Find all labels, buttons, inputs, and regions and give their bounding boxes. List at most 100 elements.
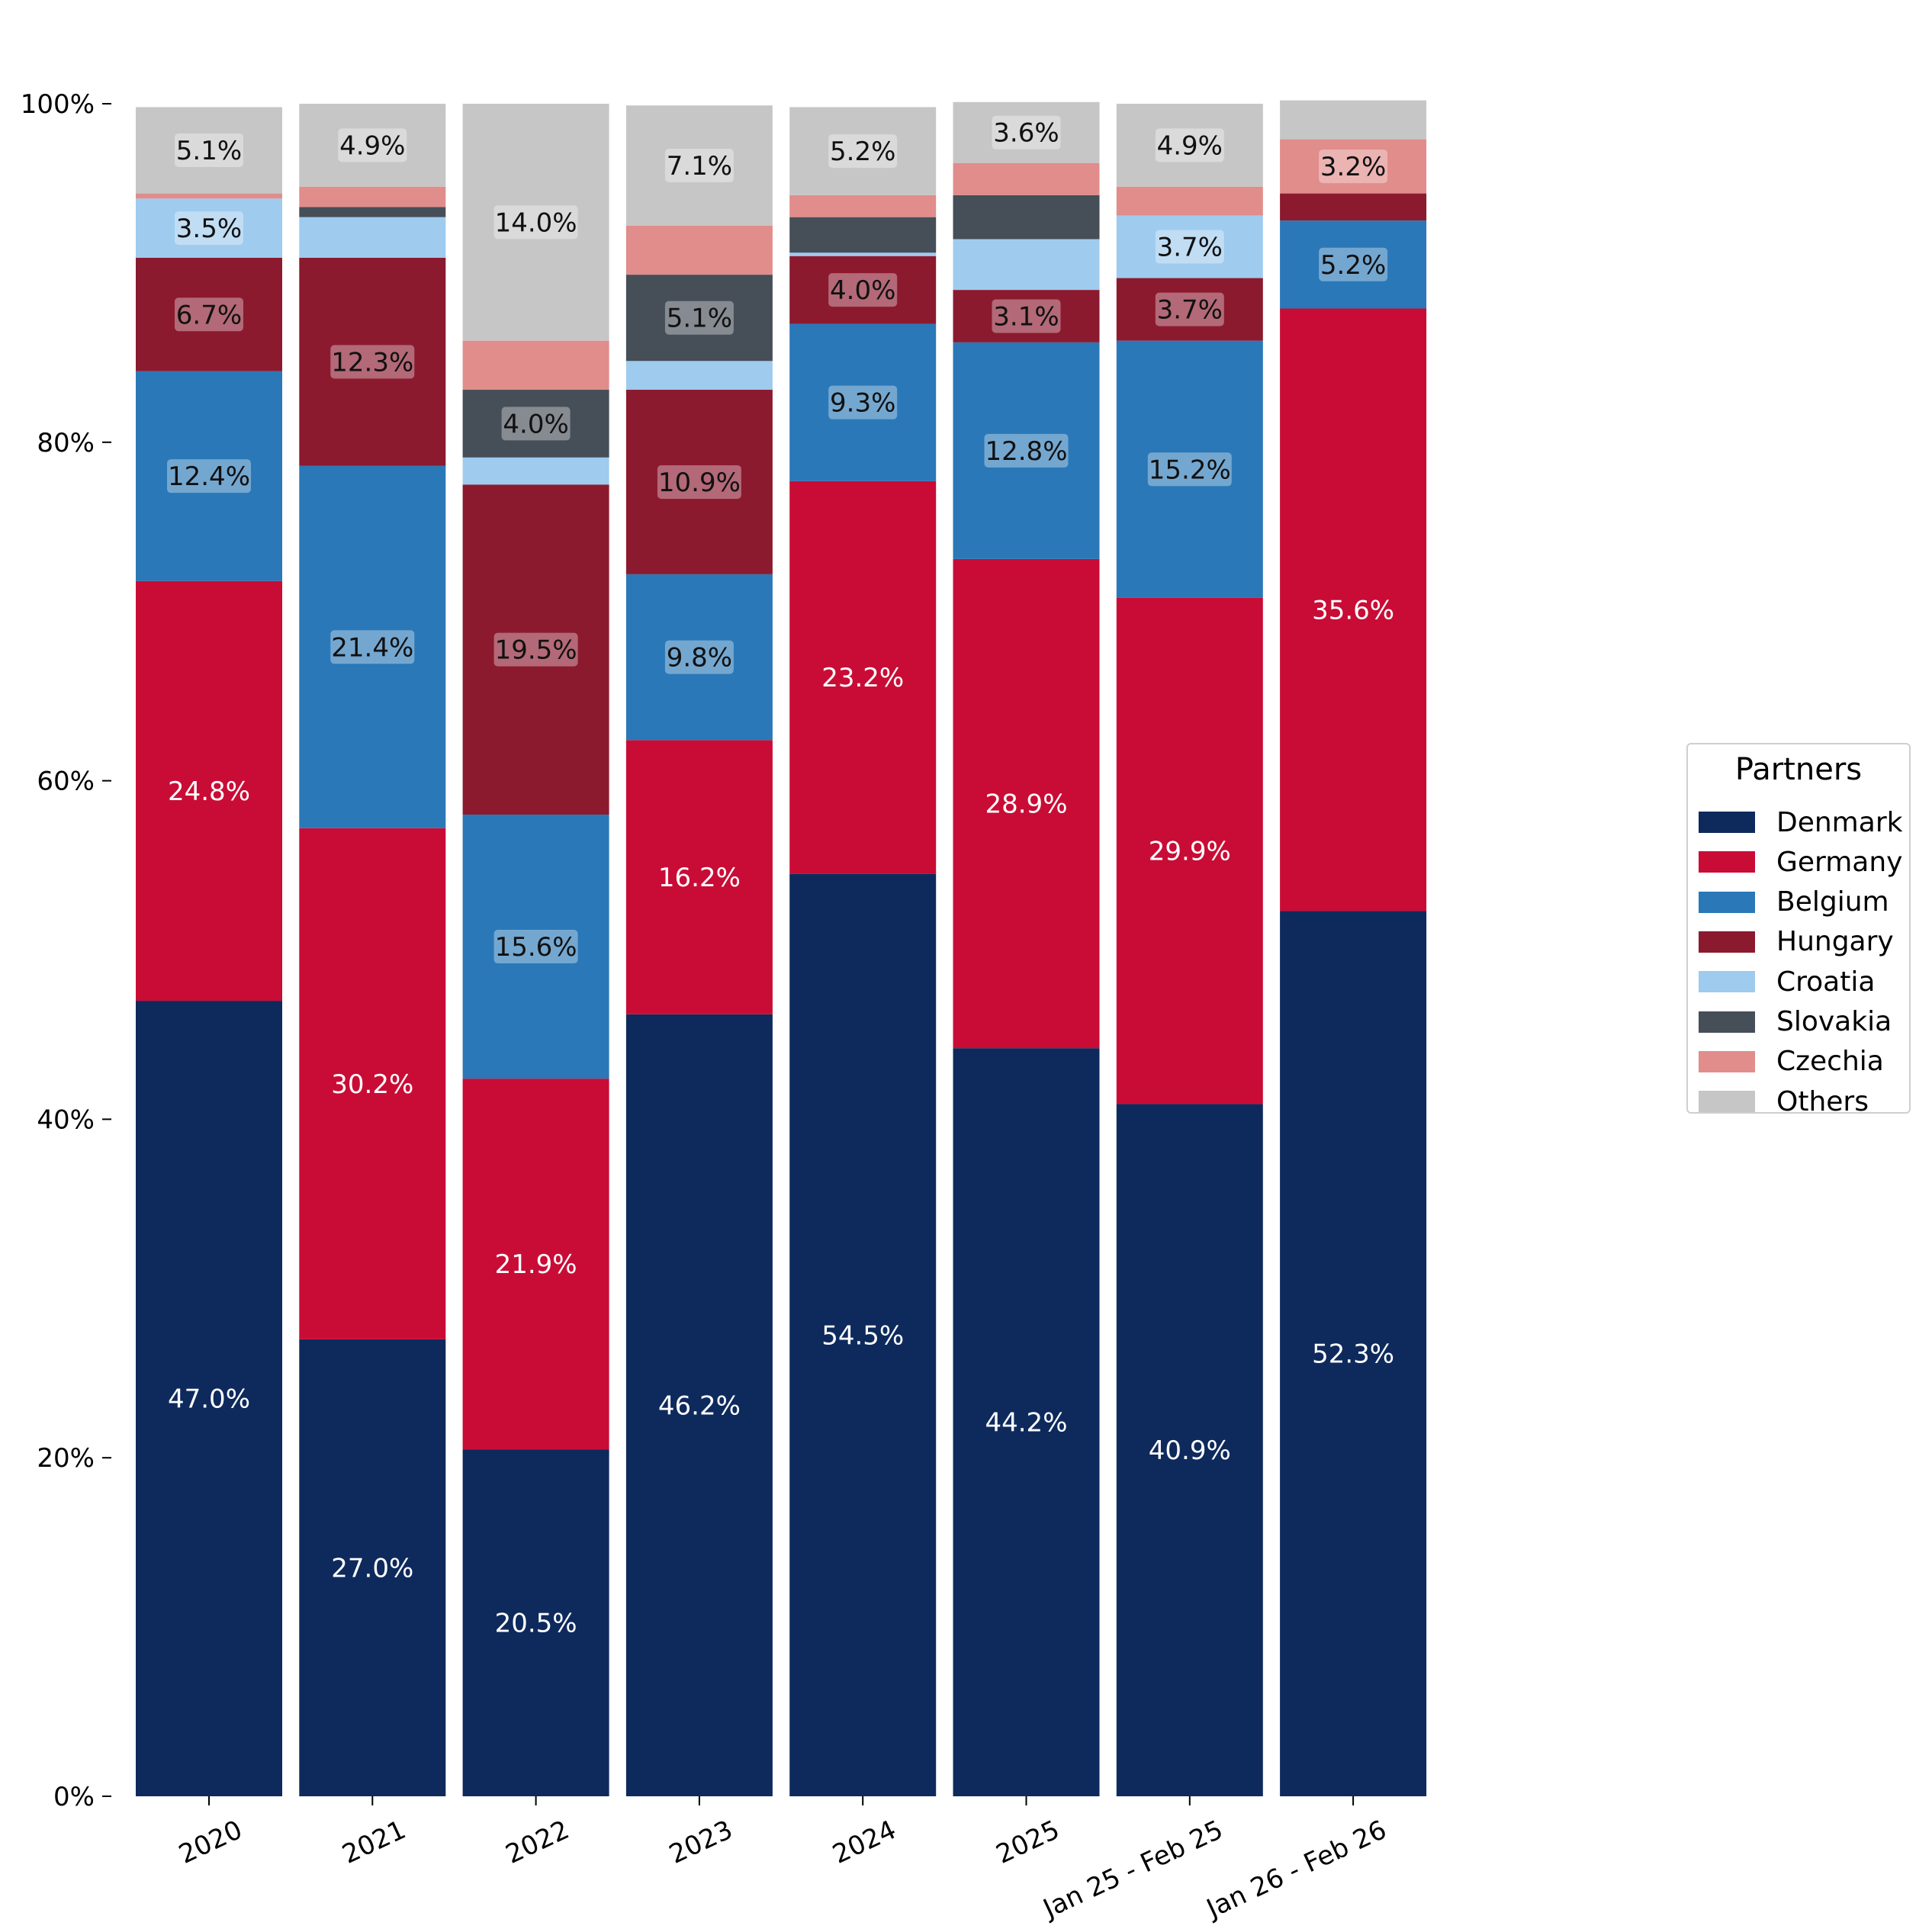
bar-segment: [625, 275, 773, 362]
data-label: 40.9%: [1149, 1435, 1231, 1466]
bar-segment: [1116, 1104, 1263, 1796]
data-label-bg: [1155, 128, 1224, 162]
bar-segment: [789, 217, 937, 253]
y-tick-label: 100%: [21, 89, 95, 120]
data-label: 5.1%: [667, 304, 732, 334]
data-label: 3.7%: [1157, 233, 1223, 263]
bar-segment: [299, 465, 446, 828]
data-label-bg: [992, 115, 1061, 149]
legend-item: Denmark: [1699, 807, 1902, 838]
bar-segment: [299, 217, 446, 258]
data-label: 44.2%: [985, 1408, 1067, 1439]
x-tick-label: 2023: [664, 1815, 737, 1870]
data-label: 28.9%: [985, 789, 1067, 820]
data-label: 4.0%: [503, 409, 568, 439]
data-label-bg: [1147, 452, 1232, 487]
bar-segment: [299, 828, 446, 1339]
legend-swatch: [1699, 1091, 1755, 1113]
data-label: 46.2%: [658, 1390, 741, 1421]
legend-label: Others: [1776, 1085, 1869, 1117]
legend-title: Partners: [1734, 752, 1863, 787]
data-label: 9.3%: [830, 388, 895, 419]
data-label: 52.3%: [1312, 1339, 1394, 1370]
bar-segment: [136, 107, 282, 194]
segment-labels-group: 47.0% 24.8% 12.4% 6.7% 3.5% 5.1% 27.0% 30.2% 21.…: [167, 115, 1394, 1639]
data-label-bg: [992, 299, 1061, 333]
data-label: 4.9%: [1157, 130, 1223, 161]
data-label: 12.3%: [331, 347, 413, 378]
bar-segment: [953, 101, 1100, 163]
data-label: 3.2%: [1320, 152, 1386, 182]
bar-segment: [136, 371, 282, 581]
data-label: 21.4%: [331, 632, 413, 663]
bar-segment: [625, 225, 773, 275]
bar-segment: [462, 814, 609, 1079]
data-label: 4.0%: [830, 275, 895, 306]
data-label-bg: [1155, 292, 1224, 326]
data-label-bg: [501, 407, 571, 441]
bar-segment: [462, 104, 609, 341]
data-label: 7.1%: [667, 151, 732, 182]
legend-swatch: [1699, 931, 1755, 953]
bar-segment: [1116, 597, 1263, 1104]
data-label: 5.2%: [830, 137, 895, 167]
data-label: 47.0%: [168, 1384, 250, 1415]
legend-item: Belgium: [1699, 886, 1889, 918]
data-label-bg: [828, 273, 898, 307]
data-label: 24.8%: [168, 776, 250, 807]
bar-segment: [789, 107, 937, 195]
legend-item: Croatia: [1699, 966, 1876, 998]
bar-segment: [136, 198, 282, 258]
data-label: 27.0%: [331, 1553, 413, 1583]
bar-segment: [1116, 215, 1263, 278]
data-label-bg: [167, 459, 251, 494]
bar-segment: [789, 481, 937, 874]
bar-segment: [299, 1339, 446, 1796]
legend-label: Croatia: [1776, 966, 1876, 998]
data-label-bg: [330, 345, 415, 379]
bar-segment: [953, 290, 1100, 342]
data-label-bg: [493, 930, 578, 964]
data-label: 9.8%: [667, 643, 732, 674]
data-label: 19.5%: [495, 635, 577, 666]
data-label: 3.6%: [993, 118, 1059, 149]
x-tick-label: 2022: [501, 1815, 574, 1870]
bar-segment: [789, 323, 937, 481]
legend-label: Slovakia: [1776, 1006, 1892, 1037]
data-label: 21.9%: [495, 1249, 577, 1280]
y-tick-label: 40%: [37, 1104, 95, 1135]
data-label-bg: [664, 301, 734, 335]
bar-segment: [462, 340, 609, 391]
y-axis: 0% 20% 40% 60% 80% 100%: [21, 89, 111, 1812]
x-tick-label: 2024: [828, 1815, 901, 1870]
bar-segment: [299, 104, 446, 187]
y-tick-label: 20%: [37, 1443, 95, 1474]
bar-segment: [953, 1048, 1100, 1796]
legend-swatch: [1699, 891, 1755, 913]
data-label-bg: [828, 385, 898, 420]
data-label: 3.1%: [993, 301, 1059, 332]
data-label: 12.4%: [168, 461, 250, 492]
data-label: 5.1%: [176, 136, 242, 166]
legend-item: Czechia: [1699, 1046, 1884, 1077]
data-label: 15.2%: [1149, 455, 1231, 485]
data-label-bg: [330, 630, 415, 664]
data-label: 35.6%: [1312, 595, 1394, 625]
bar-segment: [953, 342, 1100, 559]
data-label: 54.5%: [821, 1320, 904, 1351]
bar-segment: [462, 1449, 609, 1796]
data-label-bg: [1319, 149, 1388, 184]
bar-segment: [953, 239, 1100, 291]
bar-segment: [789, 873, 937, 1796]
data-label: 6.7%: [176, 300, 242, 330]
bar-segment: [136, 580, 282, 1001]
legend-label: Germany: [1776, 846, 1903, 878]
bar-segment: [625, 390, 773, 574]
legend-item: Hungary: [1699, 926, 1894, 957]
data-label-bg: [338, 128, 407, 162]
bar-segment: [299, 207, 446, 217]
bar-segment: [1280, 193, 1427, 221]
legend-item: Slovakia: [1699, 1006, 1892, 1037]
